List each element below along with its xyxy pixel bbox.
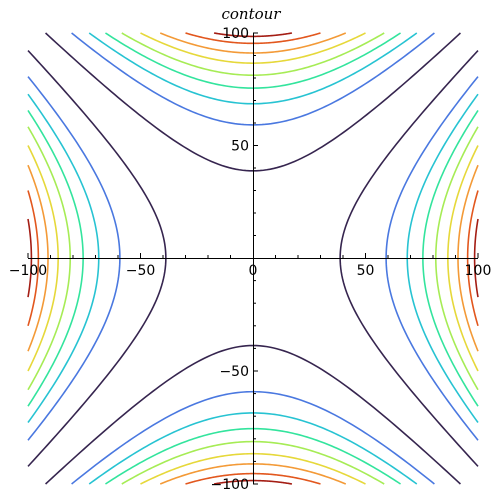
- x-tick-label: 100: [465, 263, 492, 279]
- x-tick-label: 0: [249, 263, 258, 279]
- y-tick-label: 50: [231, 139, 249, 155]
- y-tick-label: −50: [219, 364, 249, 380]
- y-tick-label: −100: [211, 477, 249, 493]
- y-tick-label: 100: [222, 26, 249, 42]
- x-tick-label: −100: [9, 263, 47, 279]
- x-tick-label: 50: [357, 263, 375, 279]
- x-tick-label: −50: [126, 263, 156, 279]
- chart-title: contour: [222, 5, 282, 23]
- axes: −100 −50 0 50 100 −100 −50 50 100: [9, 26, 492, 493]
